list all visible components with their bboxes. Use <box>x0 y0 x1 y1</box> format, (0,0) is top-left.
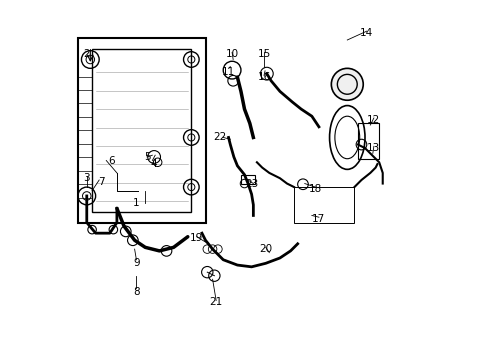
Text: 9: 9 <box>133 258 140 268</box>
Circle shape <box>331 68 363 100</box>
Bar <box>357 123 378 159</box>
Text: 22: 22 <box>213 132 226 143</box>
Text: 20: 20 <box>259 244 272 254</box>
Bar <box>78 38 205 222</box>
Text: 5: 5 <box>143 152 150 162</box>
Text: 14: 14 <box>360 28 373 38</box>
Text: 6: 6 <box>108 156 115 166</box>
Text: 2: 2 <box>83 49 90 59</box>
Text: 11: 11 <box>222 67 235 77</box>
Text: 7: 7 <box>98 177 104 187</box>
Bar <box>293 187 354 222</box>
Text: 16: 16 <box>257 72 270 82</box>
Text: 3: 3 <box>83 173 90 183</box>
Text: 17: 17 <box>312 214 325 224</box>
Text: 19: 19 <box>190 234 203 243</box>
Text: 8: 8 <box>133 287 140 297</box>
Text: 4: 4 <box>150 159 157 169</box>
Text: 18: 18 <box>308 184 322 194</box>
Text: 10: 10 <box>225 49 238 59</box>
Text: 23: 23 <box>244 179 258 189</box>
Text: 1: 1 <box>133 198 140 208</box>
Bar <box>241 175 255 184</box>
Text: 15: 15 <box>257 49 270 59</box>
Text: 21: 21 <box>209 297 223 307</box>
Bar <box>92 49 191 212</box>
Text: 12: 12 <box>366 115 380 125</box>
Text: 13: 13 <box>366 143 380 153</box>
